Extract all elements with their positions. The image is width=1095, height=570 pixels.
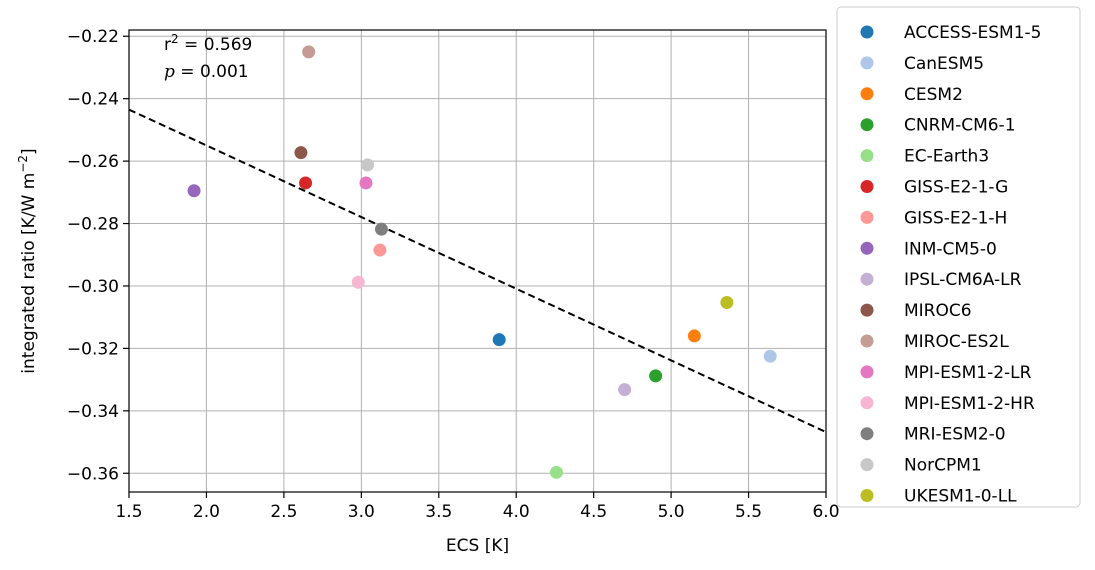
legend-label: NorCPM1 — [904, 456, 982, 476]
legend-marker — [860, 149, 874, 163]
legend-marker — [860, 180, 874, 193]
y-tick-label: −0.30 — [67, 277, 119, 297]
legend-marker — [860, 87, 874, 101]
legend-label: INM-CM5-0 — [904, 239, 997, 259]
y-axis-label-end: ] — [19, 148, 39, 155]
y-tick-label: −0.36 — [67, 464, 119, 484]
data-point — [720, 296, 734, 310]
data-point — [299, 176, 313, 190]
legend-marker — [860, 489, 874, 502]
x-tick-label: 4.0 — [503, 502, 530, 522]
legend-label: MIROC-ES2L — [904, 332, 1009, 352]
legend-marker — [860, 303, 874, 317]
legend-marker — [860, 427, 874, 441]
y-axis-label: integrated ratio [K/W m−2] — [16, 148, 39, 373]
legend-label: UKESM1-0-LL — [904, 487, 1017, 507]
legend-items: ACCESS-ESM1-5 CanESM5 CESM2 CNRM-CM6-1 EC-Ea… — [860, 23, 1042, 507]
r2-value: = 0.569 — [179, 35, 253, 55]
legend-label: IPSL-CM6A-LR — [904, 270, 1022, 290]
legend-label: GISS-E2-1-H — [904, 208, 1007, 228]
legend-label: CanESM5 — [904, 54, 984, 74]
r-squared-annotation: r2 = 0.569 — [164, 32, 252, 55]
x-tick-label: 2.0 — [193, 502, 220, 522]
data-point — [374, 222, 388, 236]
data-point — [373, 243, 387, 257]
x-tick-label: 6.0 — [812, 502, 839, 522]
y-tick-label: −0.26 — [67, 152, 119, 172]
data-points — [187, 45, 777, 479]
y-tick-label: −0.32 — [67, 339, 119, 359]
x-tick-label: 3.0 — [348, 502, 375, 522]
legend-label: EC-Earth3 — [904, 147, 989, 167]
legend-marker — [860, 458, 874, 472]
plot-frame — [128, 29, 827, 493]
data-point — [187, 184, 201, 198]
legend: ACCESS-ESM1-5 CanESM5 CESM2 CNRM-CM6-1 EC-Ea… — [836, 6, 1081, 508]
legend-label: MRI-ESM2-0 — [904, 425, 1006, 445]
data-point — [361, 158, 375, 172]
data-point — [618, 383, 632, 397]
x-tick-label: 5.0 — [658, 502, 685, 522]
data-point — [351, 275, 365, 289]
y-axis-label-superscript: −2 — [16, 155, 30, 173]
legend-label: MIROC6 — [904, 301, 972, 321]
y-tick-label: −0.22 — [67, 27, 119, 47]
data-point — [763, 349, 777, 363]
r2-prefix: r — [164, 35, 171, 55]
r2-superscript: 2 — [171, 32, 179, 46]
y-tick-label: −0.34 — [67, 402, 119, 422]
legend-label: MPI-ESM1-2-HR — [904, 394, 1035, 414]
data-point — [302, 45, 316, 59]
data-point — [649, 369, 663, 383]
y-tick-label: −0.28 — [67, 215, 119, 235]
data-point — [549, 465, 563, 479]
legend-label: GISS-E2-1-G — [904, 178, 1008, 198]
legend-label: CNRM-CM6-1 — [904, 116, 1016, 136]
legend-marker — [860, 365, 874, 379]
data-point — [294, 146, 308, 160]
data-point — [359, 176, 373, 190]
plot-background — [129, 30, 826, 492]
x-tick-label: 4.5 — [580, 502, 607, 522]
regression-line-group — [129, 108, 826, 433]
y-axis-label-main: integrated ratio [K/W m — [19, 173, 39, 374]
legend-label: MPI-ESM1-2-LR — [904, 363, 1032, 383]
x-tick-label: 5.5 — [735, 502, 762, 522]
legend-frame — [836, 6, 1081, 508]
grid-lines — [128, 30, 827, 492]
legend-marker — [860, 241, 874, 255]
legend-marker — [860, 272, 874, 286]
legend-marker — [860, 334, 874, 348]
p-value: = 0.001 — [175, 62, 249, 82]
legend-label: CESM2 — [904, 85, 963, 105]
x-axis-label: ECS [K] — [446, 536, 509, 556]
legend-marker — [860, 25, 874, 39]
x-tick-label: 2.5 — [270, 502, 297, 522]
x-axis-ticks: 1.5 2.0 2.5 3.0 3.5 4.0 4.5 5.0 5.5 6.0 — [115, 492, 840, 522]
x-tick-label: 3.5 — [425, 502, 452, 522]
p-value-annotation: p = 0.001 — [164, 62, 249, 82]
p-symbol: p — [164, 62, 175, 82]
regression-line — [129, 108, 826, 433]
legend-label: ACCESS-ESM1-5 — [904, 23, 1042, 43]
legend-marker — [860, 396, 874, 410]
x-tick-label: 1.5 — [115, 502, 142, 522]
legend-marker — [860, 118, 874, 132]
y-tick-label: −0.24 — [67, 90, 119, 110]
legend-marker — [860, 210, 874, 224]
y-axis-ticks: −0.36 −0.34 −0.32 −0.30 −0.28 −0.26 −0.24 −0.22 — [67, 27, 129, 484]
data-point — [687, 329, 701, 343]
data-point — [492, 333, 506, 347]
legend-marker — [860, 56, 874, 70]
